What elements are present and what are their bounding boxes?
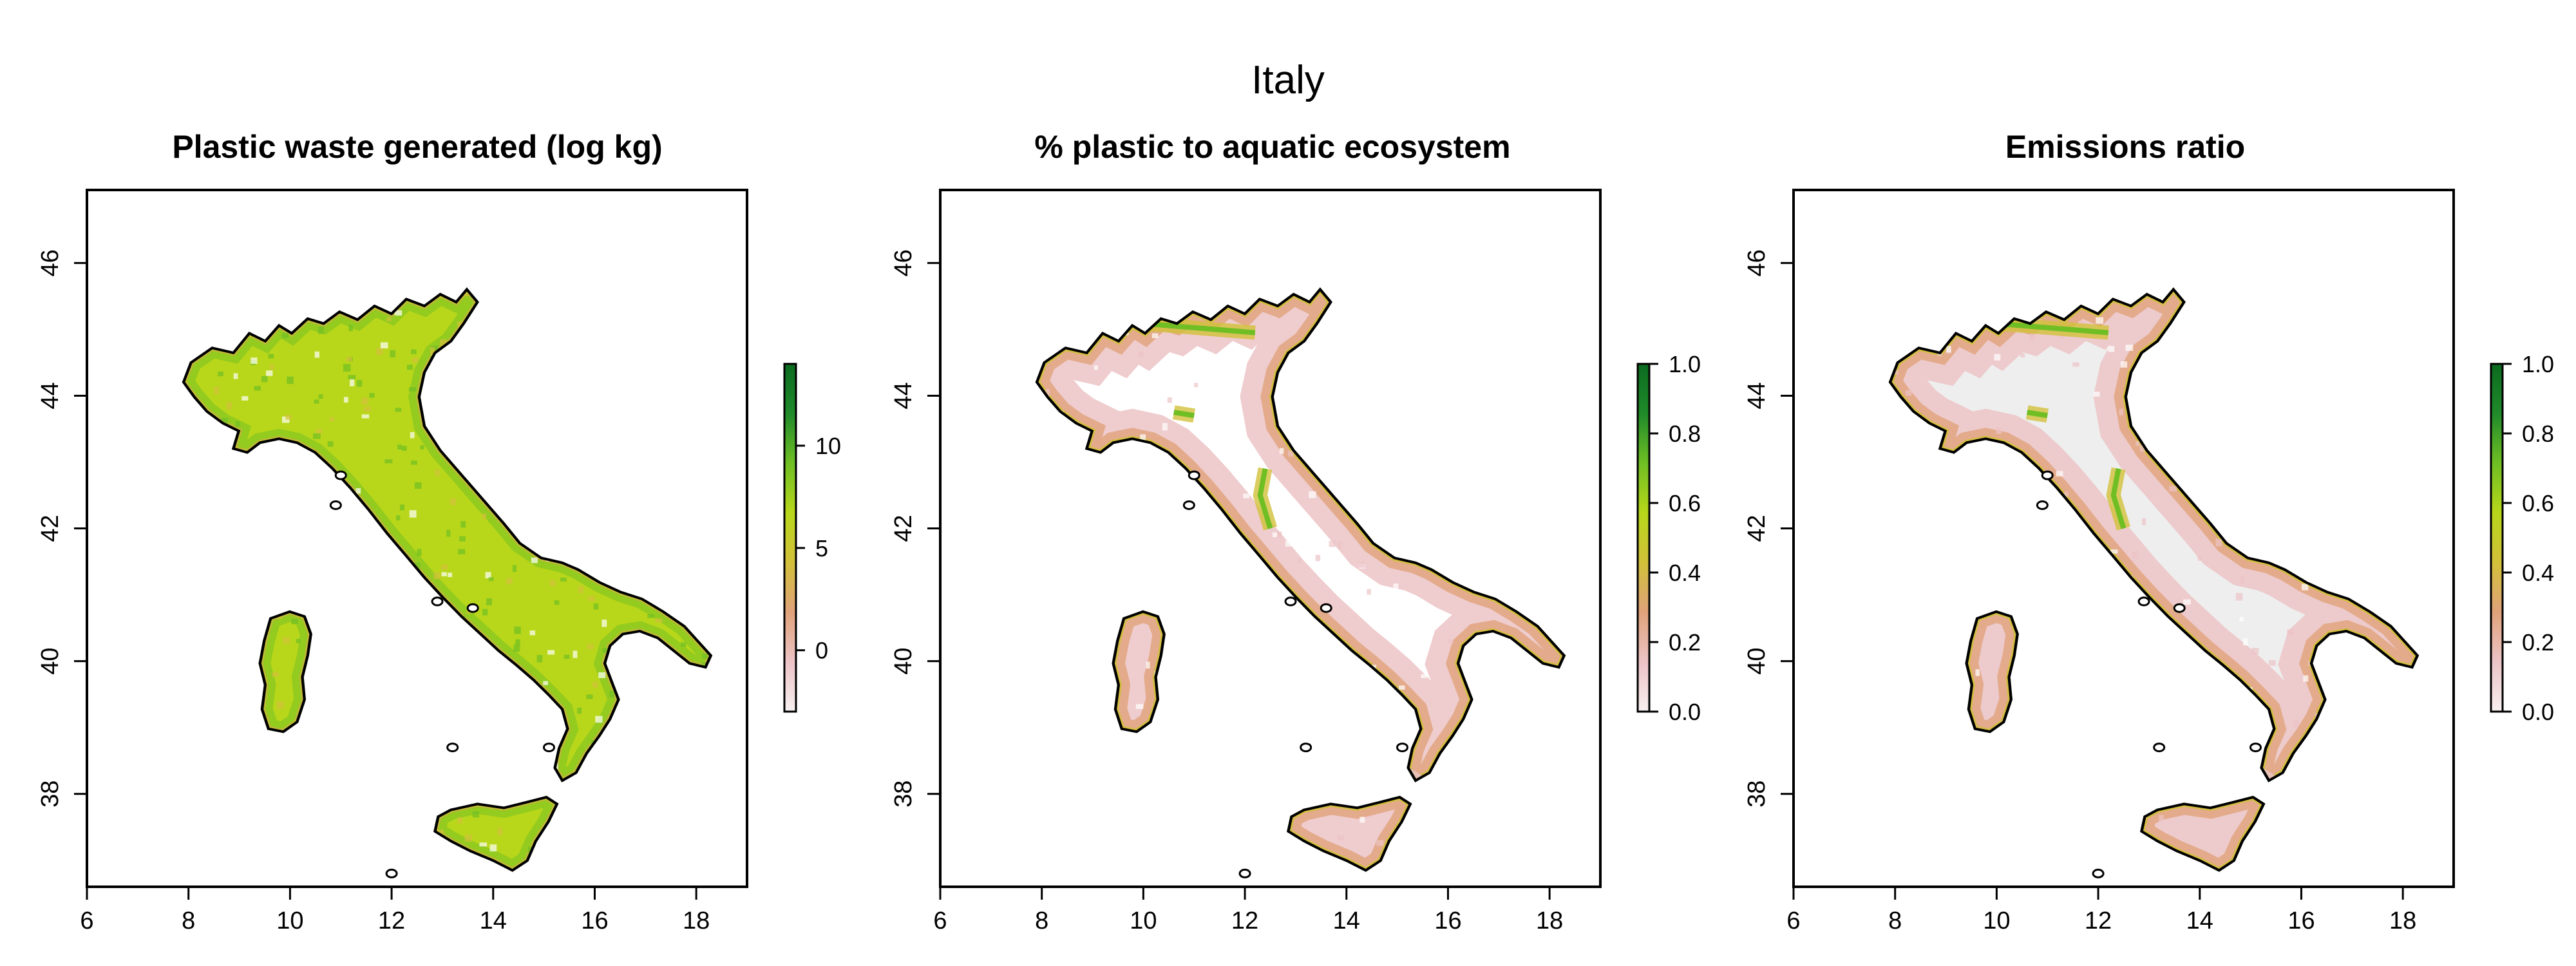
- legend-tick-label: 1.0: [1669, 351, 1701, 377]
- x-axis: 6 8 10 12 14 16 18: [933, 886, 1563, 934]
- y-tick-label: 38: [1743, 781, 1770, 808]
- y-tick-label: 38: [890, 781, 917, 808]
- panel-aquatic-percent: % plastic to aquatic ecosystem 6 8 10 12 14 1…: [890, 129, 1701, 934]
- x-tick-label: 16: [581, 907, 608, 934]
- italy-map: [1794, 190, 2459, 878]
- legend-tick-label: 1.0: [2522, 351, 2554, 377]
- x-tick-label: 18: [683, 907, 710, 934]
- y-tick-label: 44: [1743, 382, 1770, 409]
- y-tick-label: 42: [1743, 515, 1770, 542]
- legend-tick-label: 0.8: [1669, 421, 1701, 447]
- legend-tick-label: 0.8: [2522, 421, 2554, 447]
- panel-title: % plastic to aquatic ecosystem: [1034, 129, 1510, 165]
- x-tick-label: 12: [2085, 907, 2112, 934]
- x-tick-label: 14: [480, 907, 507, 934]
- y-tick-label: 40: [890, 647, 917, 674]
- legend-tick-label: 0.2: [1669, 629, 1701, 656]
- x-tick-label: 6: [933, 907, 947, 934]
- panel-title: Plastic waste generated (log kg): [172, 129, 662, 165]
- italy-map: [940, 190, 1607, 878]
- x-axis: 6 8 10 12 14 16 18: [1786, 886, 2416, 934]
- x-tick-label: 14: [2186, 907, 2213, 934]
- italy-map: [87, 190, 752, 878]
- x-tick-label: 16: [1434, 907, 1461, 934]
- x-tick-label: 14: [1333, 907, 1360, 934]
- legend-tick-label: 0.0: [2522, 699, 2554, 725]
- x-tick-label: 12: [378, 907, 405, 934]
- legend-tick-label: 0.0: [1669, 699, 1701, 725]
- panel-plastic-waste: Plastic waste generated (log kg) 6 8 10 12 1…: [37, 129, 841, 934]
- y-tick-label: 40: [37, 647, 64, 674]
- legend-tick-label: 0.4: [1669, 560, 1701, 586]
- legend-tick-label: 10: [815, 433, 841, 459]
- x-tick-label: 6: [80, 907, 93, 934]
- y-tick-label: 38: [37, 781, 64, 808]
- x-axis: 6 8 10 12 14 16 18: [80, 886, 710, 934]
- color-legend: 0 5 10: [783, 363, 841, 713]
- x-tick-label: 10: [276, 907, 303, 934]
- legend-colorbar: [783, 363, 797, 713]
- x-tick-label: 10: [1130, 907, 1157, 934]
- y-tick-label: 44: [890, 382, 917, 409]
- y-axis: 38 40 42 44 46: [890, 249, 942, 808]
- legend-tick-label: 0.6: [2522, 490, 2554, 516]
- figure-title: Italy: [1251, 58, 1325, 102]
- x-tick-label: 16: [2287, 907, 2315, 934]
- y-axis: 38 40 42 44 46: [1743, 249, 1795, 808]
- y-tick-label: 42: [37, 515, 64, 542]
- legend-tick-label: 0.6: [1669, 490, 1701, 516]
- y-tick-label: 46: [37, 249, 64, 276]
- y-tick-label: 44: [37, 382, 64, 409]
- color-legend: 0.0 0.2 0.4 0.6 0.8 1.0: [1636, 351, 1701, 725]
- x-tick-label: 12: [1231, 907, 1258, 934]
- y-tick-label: 40: [1743, 647, 1770, 674]
- legend-tick-label: 5: [815, 535, 828, 562]
- legend-tick-label: 0.2: [2522, 629, 2554, 656]
- y-tick-label: 46: [890, 249, 917, 276]
- legend-colorbar: [2490, 363, 2504, 713]
- x-tick-label: 18: [2389, 907, 2416, 934]
- x-tick-label: 18: [1536, 907, 1563, 934]
- legend-tick-label: 0: [815, 638, 828, 664]
- x-tick-label: 8: [182, 907, 195, 934]
- y-tick-label: 46: [1743, 249, 1770, 276]
- x-tick-label: 8: [1888, 907, 1902, 934]
- y-tick-label: 42: [890, 515, 917, 542]
- color-legend: 0.0 0.2 0.4 0.6 0.8 1.0: [2490, 351, 2554, 725]
- x-tick-label: 6: [1786, 907, 1800, 934]
- legend-colorbar: [1636, 363, 1651, 713]
- panel-emissions-ratio: Emissions ratio 6 8 10 12 14 16 18 3840424446 …: [1743, 129, 2554, 934]
- panel-title: Emissions ratio: [2005, 129, 2245, 165]
- x-tick-label: 8: [1035, 907, 1048, 934]
- y-axis: 38 40 42 44 46: [37, 249, 88, 808]
- legend-tick-label: 0.4: [2522, 560, 2554, 586]
- x-tick-label: 10: [1983, 907, 2010, 934]
